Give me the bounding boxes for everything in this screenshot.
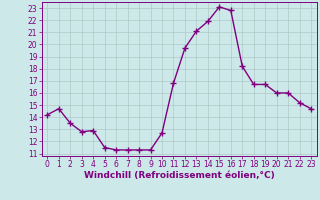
X-axis label: Windchill (Refroidissement éolien,°C): Windchill (Refroidissement éolien,°C)	[84, 171, 275, 180]
